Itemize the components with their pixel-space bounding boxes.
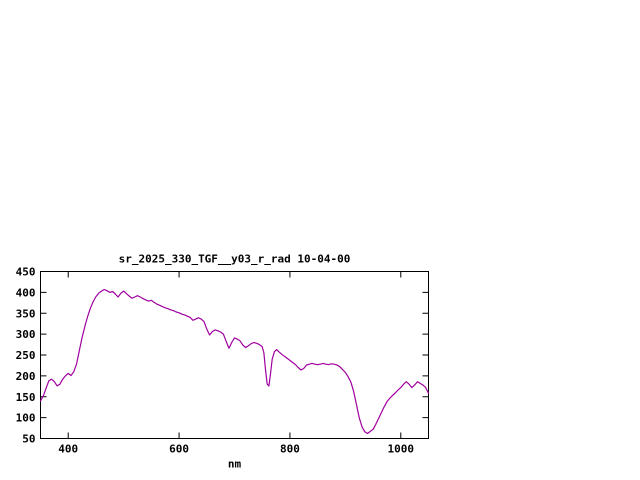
y-tick-label: 250 xyxy=(16,349,36,362)
y-tick-label: 200 xyxy=(16,370,36,383)
x-axis-label: nm xyxy=(228,458,242,471)
y-tick-label: 450 xyxy=(16,266,36,279)
tick-marks xyxy=(40,271,429,439)
y-tick-label: 50 xyxy=(22,433,35,446)
y-tick-label: 300 xyxy=(16,328,36,341)
y-tick-label: 350 xyxy=(16,307,36,320)
plot-frame xyxy=(40,271,429,439)
x-tick-label: 1000 xyxy=(388,443,415,456)
series-line xyxy=(39,288,430,435)
x-tick-label: 800 xyxy=(280,443,300,456)
x-tick-label: 400 xyxy=(58,443,78,456)
tick-labels: 400 600 800 1000 50 100 150 200 250 300 350 400 450 xyxy=(16,266,414,456)
x-tick-label: 600 xyxy=(169,443,189,456)
y-tick-label: 100 xyxy=(16,412,36,425)
y-tick-label: 400 xyxy=(16,286,36,299)
chart-title: sr_2025_330_TGF__y03_r_rad 10-04-00 xyxy=(119,253,351,266)
y-tick-label: 150 xyxy=(16,391,36,404)
